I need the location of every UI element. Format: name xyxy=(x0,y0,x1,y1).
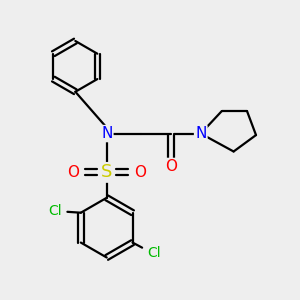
Text: N: N xyxy=(101,126,112,141)
Text: Cl: Cl xyxy=(48,204,62,218)
Text: S: S xyxy=(101,164,112,181)
Text: O: O xyxy=(134,165,146,180)
Text: N: N xyxy=(195,126,206,141)
Text: O: O xyxy=(67,165,79,180)
Text: O: O xyxy=(165,159,177,174)
Text: Cl: Cl xyxy=(147,246,161,260)
